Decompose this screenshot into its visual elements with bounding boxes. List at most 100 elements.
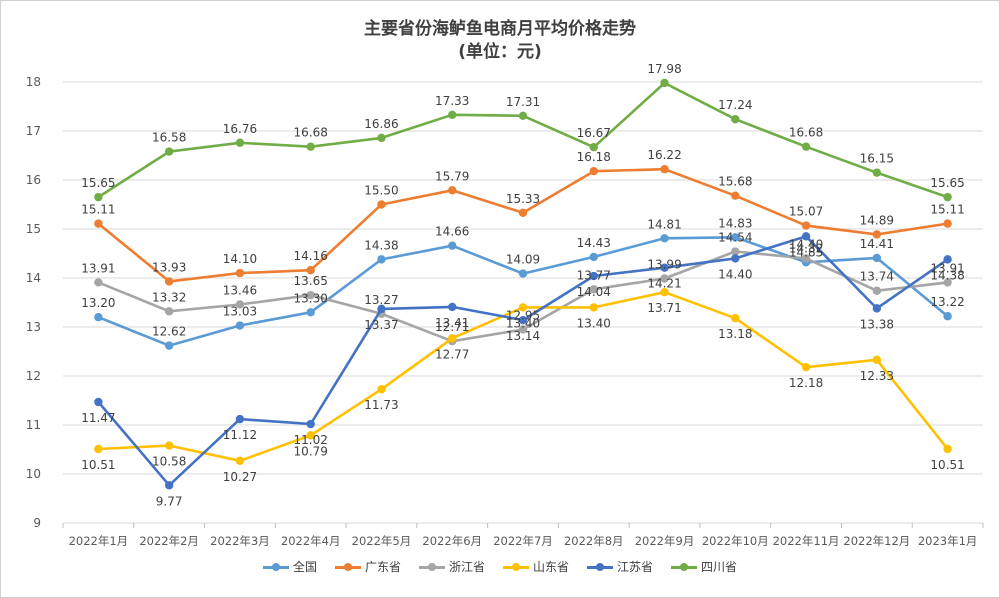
y-tick-label: 11 bbox=[26, 418, 41, 432]
data-point bbox=[94, 444, 103, 454]
data-label: 13.38 bbox=[860, 317, 894, 331]
data-label: 14.85 bbox=[789, 245, 823, 259]
legend-label: 四川省 bbox=[701, 560, 738, 574]
data-label: 17.33 bbox=[435, 94, 469, 108]
data-label: 15.79 bbox=[435, 169, 469, 183]
data-label: 13.99 bbox=[647, 257, 681, 271]
data-label: 15.50 bbox=[364, 184, 398, 198]
data-point bbox=[448, 186, 457, 195]
data-point bbox=[872, 355, 882, 365]
data-point bbox=[235, 456, 245, 465]
data-point bbox=[943, 312, 952, 321]
data-point bbox=[306, 419, 315, 429]
legend-item: 山东省 bbox=[503, 558, 569, 575]
data-label: 13.91 bbox=[930, 261, 964, 275]
legend-label: 全国 bbox=[292, 560, 317, 574]
data-point bbox=[589, 166, 598, 176]
data-point bbox=[518, 269, 528, 278]
data-point bbox=[377, 385, 386, 394]
data-label: 16.58 bbox=[152, 131, 186, 145]
legend-marker bbox=[512, 562, 520, 571]
legend-item: 江苏省 bbox=[587, 558, 653, 575]
data-label: 12.18 bbox=[789, 376, 823, 390]
data-point bbox=[164, 341, 174, 350]
data-point bbox=[377, 133, 386, 143]
data-label: 10.79 bbox=[294, 444, 328, 458]
data-label: 14.32 bbox=[789, 241, 823, 255]
legend-item: 广东省 bbox=[334, 558, 401, 575]
data-label: 13.65 bbox=[294, 274, 328, 288]
legend-swatch bbox=[334, 561, 361, 573]
data-point bbox=[448, 334, 457, 343]
legend-label: 山东省 bbox=[533, 560, 570, 574]
data-point bbox=[872, 253, 882, 263]
legend-swatch bbox=[262, 561, 289, 573]
data-label: 10.51 bbox=[81, 458, 115, 472]
legend-item: 浙江省 bbox=[418, 558, 485, 575]
data-label: 15.11 bbox=[930, 203, 964, 217]
data-point bbox=[518, 303, 528, 312]
legend-marker bbox=[343, 562, 352, 571]
data-label: 14.89 bbox=[860, 213, 894, 227]
data-point bbox=[660, 234, 669, 243]
data-label: 14.40 bbox=[718, 267, 752, 281]
data-point bbox=[731, 233, 740, 242]
data-point bbox=[943, 278, 952, 287]
x-tick-label: 2022年8月 bbox=[564, 534, 624, 548]
data-point bbox=[518, 208, 528, 218]
data-point bbox=[306, 431, 315, 440]
data-label: 12.33 bbox=[860, 369, 894, 383]
data-label: 13.46 bbox=[223, 283, 257, 297]
y-tick-label: 9 bbox=[33, 516, 41, 530]
data-label: 15.68 bbox=[718, 175, 752, 189]
data-point bbox=[731, 115, 740, 124]
data-point bbox=[660, 274, 669, 283]
y-tick-label: 13 bbox=[26, 320, 41, 334]
data-label: 16.15 bbox=[860, 152, 894, 166]
legend-marker bbox=[427, 562, 436, 571]
data-point bbox=[801, 254, 811, 263]
data-label: 11.47 bbox=[81, 411, 115, 425]
legend-item: 全国 bbox=[262, 558, 317, 575]
data-point bbox=[306, 142, 315, 151]
data-label: 10.27 bbox=[223, 470, 257, 484]
data-label: 11.73 bbox=[364, 398, 398, 412]
data-label: 13.71 bbox=[647, 301, 681, 315]
data-label: 13.40 bbox=[506, 316, 540, 330]
data-label: 13.22 bbox=[930, 295, 964, 309]
data-label: 13.32 bbox=[152, 290, 186, 304]
data-point bbox=[731, 191, 740, 200]
data-label: 12.95 bbox=[506, 308, 540, 322]
y-tick-label: 14 bbox=[26, 271, 41, 285]
data-point bbox=[943, 444, 952, 454]
x-tick-label: 2022年5月 bbox=[352, 534, 412, 548]
data-label: 13.14 bbox=[506, 329, 540, 343]
data-label: 17.31 bbox=[506, 95, 540, 109]
x-tick-label: 2022年3月 bbox=[210, 534, 270, 548]
chart-legend: 全国 广东省 浙江省 山东省 江苏省 四川省 bbox=[0, 558, 1000, 575]
data-point bbox=[235, 321, 245, 330]
data-point bbox=[235, 300, 245, 309]
data-label: 15.33 bbox=[506, 192, 540, 206]
data-label: 14.41 bbox=[860, 237, 894, 251]
y-tick-label: 16 bbox=[26, 173, 41, 187]
data-point bbox=[164, 147, 174, 156]
data-label: 14.40 bbox=[789, 237, 823, 251]
data-point bbox=[731, 254, 740, 263]
chart-subtitle: (单位：元) bbox=[458, 42, 542, 62]
data-point bbox=[872, 230, 882, 239]
data-label: 13.20 bbox=[81, 296, 115, 310]
legend-marker bbox=[596, 562, 605, 571]
data-point bbox=[872, 286, 882, 295]
data-label: 13.30 bbox=[294, 291, 328, 305]
data-point bbox=[164, 277, 174, 286]
data-label: 14.54 bbox=[718, 231, 752, 245]
data-label: 16.18 bbox=[577, 150, 611, 164]
data-label: 15.07 bbox=[789, 205, 823, 219]
data-point bbox=[377, 304, 386, 314]
data-label: 15.65 bbox=[81, 176, 115, 190]
data-label: 17.24 bbox=[718, 98, 752, 112]
data-label: 16.22 bbox=[647, 148, 681, 162]
data-point bbox=[164, 481, 174, 490]
